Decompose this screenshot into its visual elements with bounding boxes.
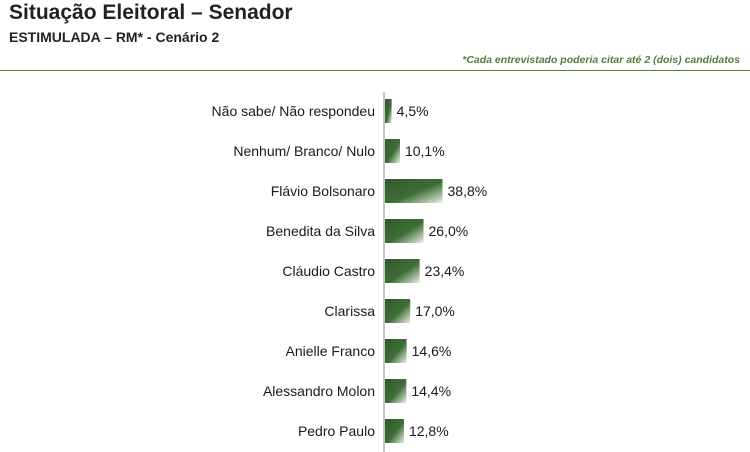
data-label: 12,8% — [409, 423, 449, 439]
data-label: 4,5% — [397, 103, 429, 119]
data-label: 23,4% — [425, 263, 465, 279]
data-label: 26,0% — [429, 223, 469, 239]
bar — [385, 99, 392, 123]
header-divider — [0, 70, 750, 71]
category-label: Flávio Bolsonaro — [271, 183, 375, 199]
bar — [385, 139, 400, 163]
data-label: 14,4% — [411, 383, 451, 399]
footnote: *Cada entrevistado poderia citar até 2 (… — [462, 54, 740, 66]
category-label: Anielle Franco — [286, 343, 376, 359]
bar — [385, 419, 404, 443]
bar — [385, 259, 420, 283]
data-label: 10,1% — [405, 143, 445, 159]
category-label: Benedita da Silva — [266, 223, 375, 239]
bar — [385, 219, 424, 243]
bar — [385, 379, 407, 403]
page-title: Situação Eleitoral – Senador — [9, 1, 293, 24]
category-label: Clarissa — [324, 303, 375, 319]
data-label: 14,6% — [412, 343, 452, 359]
category-label: Cláudio Castro — [282, 263, 375, 279]
data-label: 38,8% — [448, 183, 488, 199]
bar — [385, 299, 411, 323]
category-label: Pedro Paulo — [298, 423, 375, 439]
page-subtitle: ESTIMULADA – RM* - Cenário 2 — [9, 29, 220, 45]
category-label: Nenhum/ Branco/ Nulo — [233, 143, 375, 159]
data-label: 17,0% — [415, 303, 455, 319]
category-label: Não sabe/ Não respondeu — [212, 103, 375, 119]
bar — [385, 179, 443, 203]
category-label: Alessandro Molon — [263, 383, 375, 399]
bar — [385, 339, 407, 363]
